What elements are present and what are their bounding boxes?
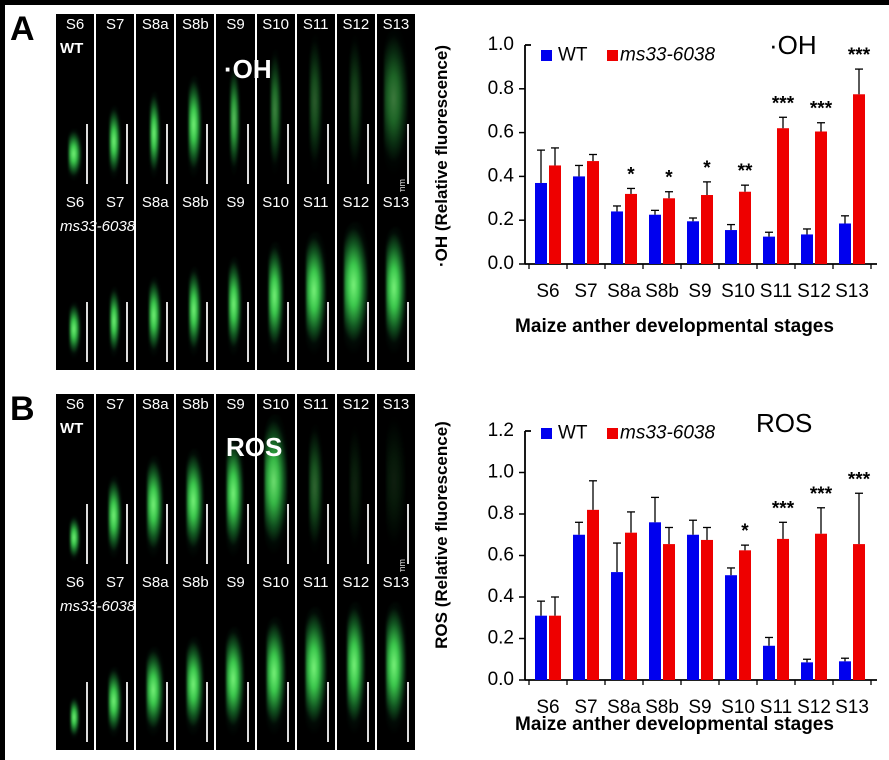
svg-text:*: * — [703, 158, 711, 179]
svg-text:1.0: 1.0 — [488, 462, 514, 483]
svg-text:0.2: 0.2 — [488, 628, 514, 649]
svg-text:·OH: ·OH — [769, 30, 817, 60]
svg-text:WT: WT — [558, 423, 588, 444]
svg-text:*: * — [741, 521, 749, 542]
svg-text:ms33-6038: ms33-6038 — [620, 45, 715, 66]
svg-text:***: *** — [810, 99, 833, 120]
svg-text:***: *** — [848, 45, 871, 66]
svg-text:S9: S9 — [688, 281, 711, 302]
svg-text:0.2: 0.2 — [488, 209, 514, 230]
svg-text:S10: S10 — [721, 281, 755, 302]
svg-text:S13: S13 — [835, 281, 869, 302]
svg-text:0.6: 0.6 — [488, 122, 514, 143]
svg-text:*: * — [627, 164, 635, 185]
svg-text:1.2: 1.2 — [488, 420, 514, 441]
svg-text:***: *** — [810, 484, 833, 505]
svg-text:ROS: ROS — [756, 408, 812, 438]
svg-text:**: ** — [738, 161, 753, 182]
svg-text:*: * — [665, 168, 673, 189]
svg-text:0.6: 0.6 — [488, 545, 514, 566]
svg-text:0.4: 0.4 — [488, 165, 515, 186]
svg-text:0.8: 0.8 — [488, 503, 514, 524]
svg-text:S12: S12 — [797, 281, 831, 302]
svg-text:S7: S7 — [574, 281, 597, 302]
svg-text:0.0: 0.0 — [488, 253, 514, 274]
svg-text:WT: WT — [558, 45, 588, 66]
svg-text:***: *** — [772, 498, 795, 519]
svg-text:0.8: 0.8 — [488, 78, 514, 99]
svg-text:ms33-6038: ms33-6038 — [620, 423, 715, 444]
svg-text:1.0: 1.0 — [488, 34, 514, 55]
svg-text:S11: S11 — [760, 281, 792, 302]
svg-text:0.0: 0.0 — [488, 669, 514, 690]
svg-text:0.4: 0.4 — [488, 586, 515, 607]
svg-text:S8a: S8a — [607, 281, 641, 302]
svg-text:***: *** — [848, 469, 871, 490]
svg-text:***: *** — [772, 93, 795, 114]
svg-text:S8b: S8b — [645, 281, 679, 302]
svg-text:S6: S6 — [536, 281, 559, 302]
